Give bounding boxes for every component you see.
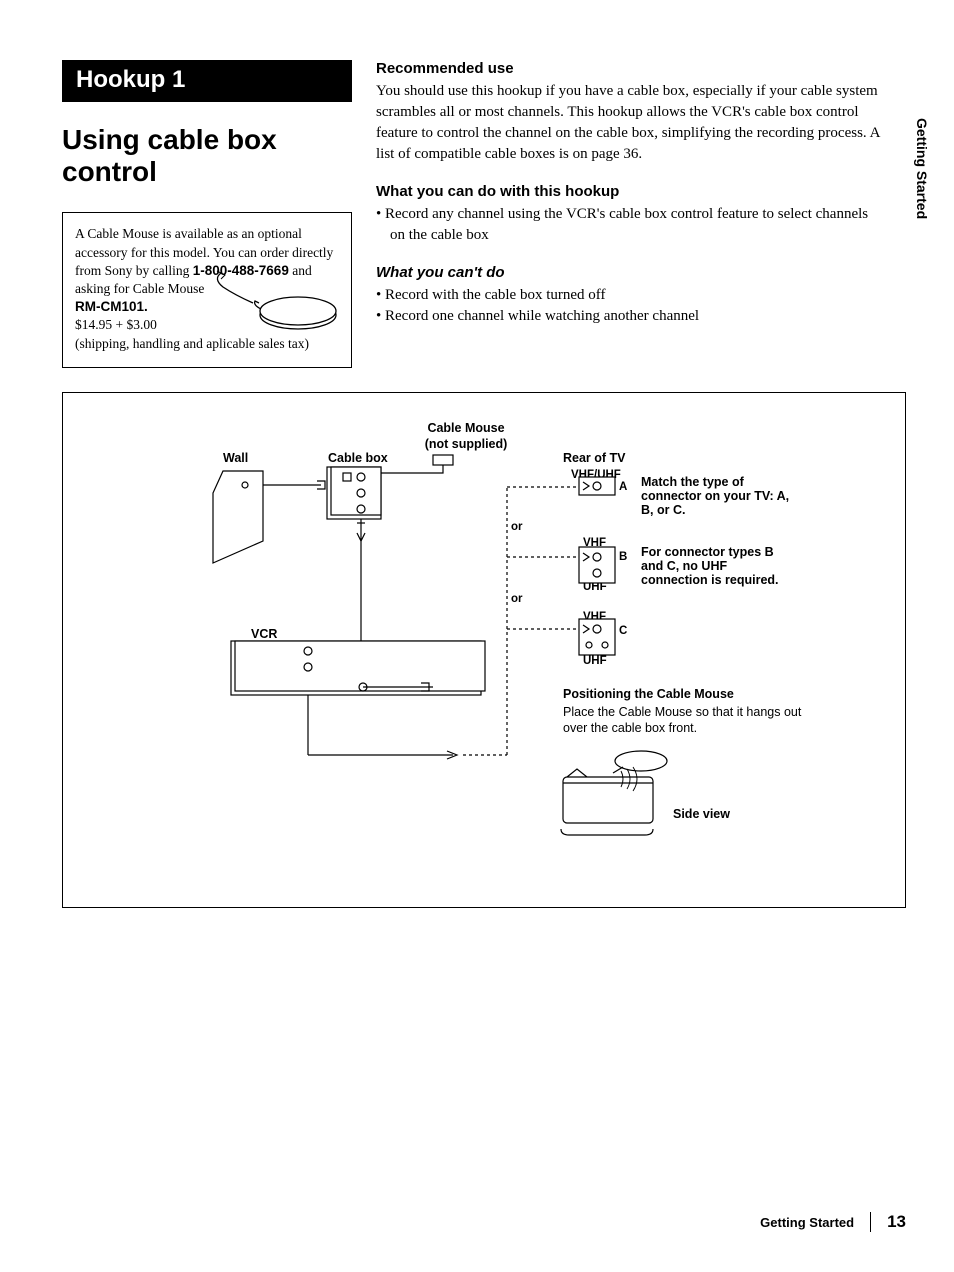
footer-page-number: 13: [887, 1212, 906, 1232]
accessory-note-box: A Cable Mouse is available as an optiona…: [62, 212, 352, 368]
diagram-svg: [63, 393, 883, 909]
recommended-heading: Recommended use: [376, 60, 886, 77]
shipping-note: (shipping, handling and aplicable sales …: [75, 336, 309, 351]
hookup-diagram: Wall Cable box Cable Mouse (not supplied…: [62, 392, 906, 908]
cantdo-item: Record one channel while watching anothe…: [376, 306, 886, 327]
cando-list: Record any channel using the VCR's cable…: [376, 204, 886, 246]
cantdo-heading: What you can't do: [376, 264, 886, 281]
cable-mouse-mini-icon: [173, 265, 343, 335]
cantdo-list: Record with the cable box turned off Rec…: [376, 285, 886, 327]
price: $14.95 + $3.00: [75, 317, 157, 332]
side-tab: Getting Started: [914, 118, 930, 219]
content-columns: Hookup 1 Using cable box control A Cable…: [62, 60, 906, 368]
section-title: Using cable box control: [62, 124, 352, 188]
hookup-banner: Hookup 1: [62, 60, 352, 102]
footer-section: Getting Started: [760, 1215, 854, 1230]
cando-heading: What you can do with this hookup: [376, 183, 886, 200]
left-column: Hookup 1 Using cable box control A Cable…: [62, 60, 352, 368]
footer-separator: [870, 1212, 871, 1232]
cando-item: Record any channel using the VCR's cable…: [376, 204, 886, 246]
recommended-body: You should use this hookup if you have a…: [376, 81, 886, 165]
right-column: Recommended use You should use this hook…: [376, 60, 906, 368]
page-footer: Getting Started 13: [760, 1212, 906, 1232]
cantdo-item: Record with the cable box turned off: [376, 285, 886, 306]
model-number: RM-CM101.: [75, 299, 148, 314]
